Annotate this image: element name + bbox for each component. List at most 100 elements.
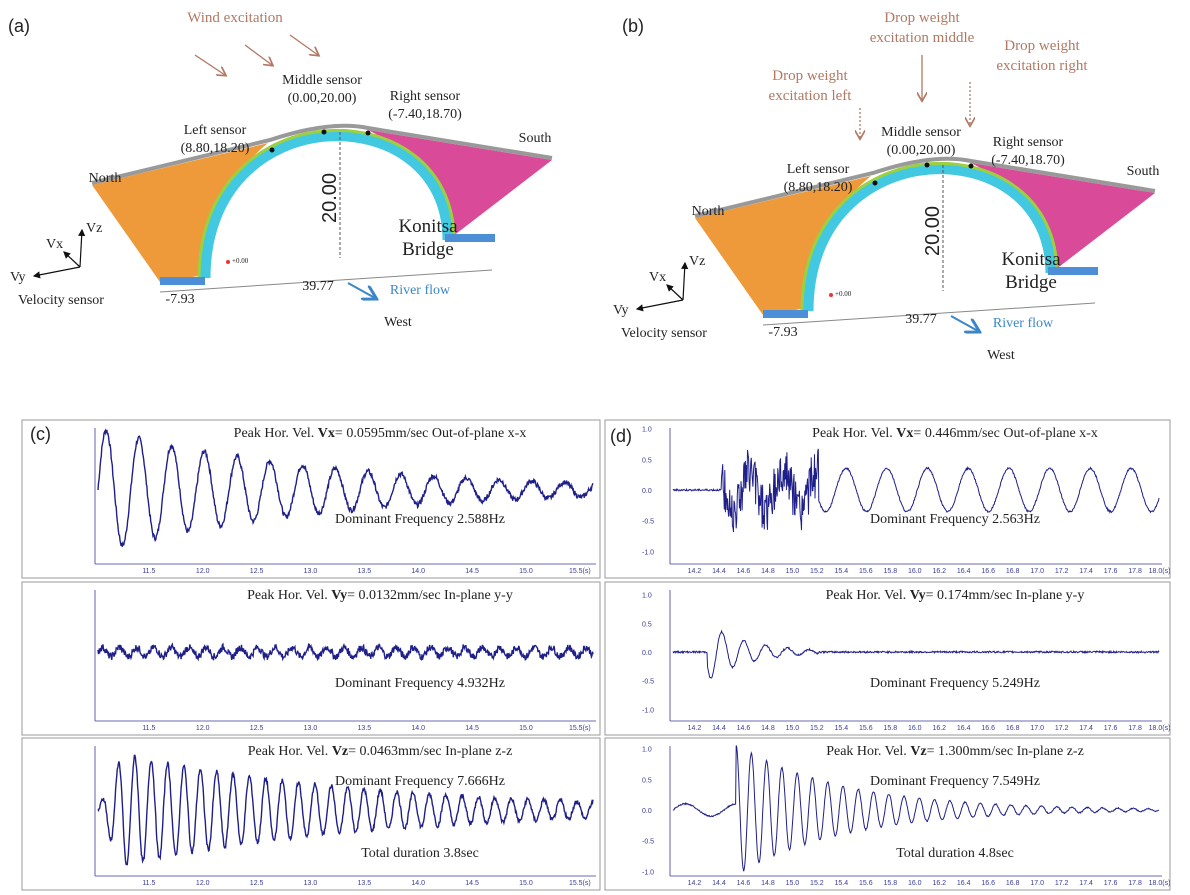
sensor-label: Left sensor <box>184 123 247 138</box>
x-tick-label: 16.2 <box>932 725 946 732</box>
peak-part: = 0.0132mm/sec In-plane y-y <box>347 588 513 603</box>
x-tick-label: 17.8 <box>1128 568 1142 575</box>
y-tick-label: -1.0 <box>642 707 654 714</box>
x-tick-label: 15.0 <box>519 880 533 887</box>
x-tick-label: 15.2 <box>810 725 824 732</box>
x-tick-label: 14.8 <box>761 725 775 732</box>
span-label: 39.77 <box>905 312 937 327</box>
x-tick-label: 14.2 <box>688 725 702 732</box>
bridge-labels: North South Middle sensor (0.00,20.00) R… <box>10 73 551 330</box>
x-tick-label: 15.4 <box>835 725 849 732</box>
x-tick-label: 15.0 <box>786 725 800 732</box>
x-tick-label: 14.6 <box>737 880 751 887</box>
x-tick-label: 15.0 <box>786 880 800 887</box>
x-tick-label: 15.6 <box>859 568 873 575</box>
x-tick-label: 11.5 <box>142 725 155 732</box>
x-tick-label: 13.0 <box>304 725 318 732</box>
x-tick-label: 17.4 <box>1079 880 1093 887</box>
plots: (c) 11.5 12.0 12.5 13.0 13.5 14.0 14.5 15.0 15.5(… <box>21 419 1171 891</box>
x-tick-label: 17.2 <box>1055 568 1069 575</box>
peak-part: = 0.0595mm/sec Out-of-plane x-x <box>335 426 526 441</box>
x-tick-label: 17.6 <box>1104 568 1118 575</box>
x-tick-label: 15.0 <box>519 725 533 732</box>
peak-part: = 1.300mm/sec In-plane z-z <box>927 744 1084 759</box>
peak-part: = 0.446mm/sec Out-of-plane x-x <box>913 426 1097 441</box>
x-tick-label: 17.4 <box>1079 725 1093 732</box>
x-tick-label: 16.6 <box>981 880 995 887</box>
bridge-name: Konitsa <box>1001 249 1061 270</box>
sensor-label: Right sensor <box>993 135 1064 150</box>
peak-part: Vx <box>318 426 335 441</box>
x-tick-label: 17.2 <box>1055 725 1069 732</box>
x-tick-label: 13.0 <box>304 880 318 887</box>
excitation-label: excitation right <box>996 58 1088 74</box>
bridge-labels: North South Middle sensor (0.00,20.00) R… <box>613 125 1159 363</box>
excitation-label: Drop weight <box>884 10 960 26</box>
peak-part: Vy <box>331 588 347 603</box>
west-label: West <box>384 315 412 330</box>
x-tick-label: 16.4 <box>957 880 971 887</box>
peak-part: = 0.0463mm/sec In-plane z-z <box>348 744 512 759</box>
axis-label: Vz <box>689 254 705 269</box>
south-label: South <box>519 131 552 146</box>
peak-part: Peak Hor. Vel. <box>247 588 331 603</box>
x-tick-label: 14.2 <box>688 568 702 575</box>
west-label: West <box>987 348 1015 363</box>
y-tick-label: -0.5 <box>642 839 654 846</box>
x-tick-label: 12.5 <box>250 725 264 732</box>
y-tick-label: -1.0 <box>642 549 654 556</box>
offset-label: -7.93 <box>165 292 194 307</box>
origin-label: +0.00 <box>835 290 852 298</box>
x-tick-label: 14.2 <box>688 880 702 887</box>
bridge-drawing <box>637 159 1155 331</box>
y-tick-label: 0.0 <box>642 650 652 657</box>
x-tick-label: 17.2 <box>1055 880 1069 887</box>
y-tick-label: 0.5 <box>642 457 652 464</box>
peak-part: Peak Hor. Vel. <box>248 744 332 759</box>
bridge-name: Konitsa <box>398 216 458 237</box>
x-tick-label: 12.5 <box>250 568 264 575</box>
plot-frame <box>604 419 1171 579</box>
axis-label: Vx <box>46 237 63 252</box>
x-tick-label: 16.2 <box>932 568 946 575</box>
x-tick-label: 16.2 <box>932 880 946 887</box>
waveform <box>672 629 1160 679</box>
x-tick-label: 16.6 <box>981 725 995 732</box>
x-tick-label: 15.5(s) <box>569 725 591 732</box>
plot-frame <box>604 581 1171 736</box>
waveform <box>672 745 1160 872</box>
excitation-label: Drop weight <box>1004 38 1080 54</box>
x-tick-label: 14.5 <box>465 880 479 887</box>
x-tick-label: 18.0(s) <box>1149 725 1171 732</box>
duration-label: Total duration 3.8sec <box>361 846 479 861</box>
waveform <box>672 448 1160 533</box>
peak-part: Peak Hor. Vel. <box>234 426 318 441</box>
x-tick-label: 14.0 <box>411 568 425 575</box>
x-tick-label: 11.5 <box>142 568 155 575</box>
peak-part: Peak Hor. Vel. <box>826 588 910 603</box>
y-tick-label: 0.0 <box>642 808 652 815</box>
x-tick-label: 14.6 <box>737 568 751 575</box>
x-tick-label: 16.4 <box>957 725 971 732</box>
plot-frame <box>604 737 1171 891</box>
x-tick-label: 16.8 <box>1006 880 1020 887</box>
sensor-coords: (-7.40,18.70) <box>388 107 462 122</box>
y-tick-label: 0.5 <box>642 777 652 784</box>
x-tick-label: 17.4 <box>1079 568 1093 575</box>
height-label: 20.00 <box>319 173 341 223</box>
frequency-label: Dominant Frequency 2.588Hz <box>335 512 505 527</box>
x-tick-label: 17.0 <box>1030 725 1044 732</box>
peak-part: = 0.174mm/sec In-plane y-y <box>926 588 1085 603</box>
x-tick-label: 14.5 <box>465 568 479 575</box>
bridge-name: Bridge <box>402 239 454 260</box>
sensor-label: Left sensor <box>787 162 850 177</box>
peak-label: Peak Hor. Vel. Vx= 0.446mm/sec Out-of-pl… <box>812 426 1098 441</box>
x-tick-label: 12.0 <box>196 568 210 575</box>
sensor-coords: (0.00,20.00) <box>887 143 956 158</box>
x-tick-label: 15.5(s) <box>569 880 591 887</box>
frequency-label: Dominant Frequency 2.563Hz <box>870 512 1040 527</box>
offset-label: -7.93 <box>768 325 797 340</box>
waveform <box>97 428 594 547</box>
x-tick-label: 16.0 <box>908 725 922 732</box>
origin-label: +0.00 <box>232 257 249 265</box>
